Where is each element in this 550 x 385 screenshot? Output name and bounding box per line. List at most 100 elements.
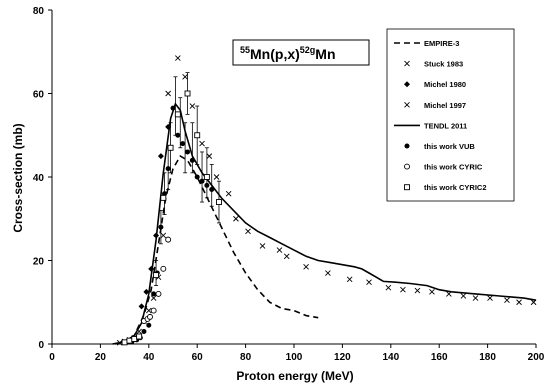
series-layer	[112, 55, 537, 346]
series-this-work-vub-point-shape	[165, 166, 171, 172]
series-this-work-vub-point-shape	[146, 322, 152, 328]
series-this-work-cyric2-point-shape	[126, 337, 133, 344]
series-stuck-1983-point	[283, 253, 290, 260]
x-axis-label: Proton energy (MeV)	[236, 369, 353, 383]
series-michel-1980-point	[138, 303, 145, 310]
y-tick-label: 60	[33, 90, 45, 101]
series-this-work-cyric2-point-shape	[136, 333, 143, 340]
x-tick-label: 80	[240, 352, 252, 363]
series-stuck-1983-point-stroke	[165, 90, 171, 97]
series-stuck-1983-point-stroke	[283, 253, 290, 260]
series-michel-1997-point-stroke	[136, 328, 142, 335]
series-this-work-cyric-point	[155, 290, 162, 297]
series-stuck-1983-point-stroke	[225, 190, 232, 197]
series-this-work-cyric-point	[150, 307, 157, 314]
series-this-work-vub-point	[158, 224, 164, 230]
series-this-work-cyric2-point	[153, 272, 160, 279]
series-this-work-cyric2-point-shape	[160, 194, 167, 201]
legend-michel-1997-label: Michel 1997	[424, 101, 466, 110]
series-this-work-cyric2-point	[174, 111, 181, 118]
series-stuck-1983-point	[429, 288, 435, 295]
series-this-work-vub-point-shape	[180, 141, 186, 147]
series-this-work-cyric2-point	[121, 339, 128, 346]
series-michel-1997-point-stroke	[160, 232, 167, 239]
series-this-work-cyric-point	[165, 236, 172, 243]
series-michel-1980-point-shape	[157, 153, 164, 160]
legend-this-work-cyric-swatch-shape	[404, 163, 410, 170]
series-this-work-vub-point	[146, 322, 152, 328]
series-stuck-1983-point	[245, 228, 251, 235]
series-this-work-vub-point-shape	[204, 182, 210, 188]
series-this-work-cyric-point-shape	[160, 265, 167, 272]
series-stuck-1983-point	[385, 284, 392, 291]
series-stuck-1983-point-stroke	[429, 288, 435, 295]
series-this-work-cyric2-point	[131, 336, 138, 342]
legend-this-work-vub-label: this work VUB	[424, 142, 475, 151]
series-stuck-1983-point	[189, 103, 196, 109]
series-stuck-1983-point-stroke	[460, 293, 467, 299]
legend-stuck-1983-swatch-stroke	[404, 60, 410, 67]
series-this-work-cyric2-point	[216, 199, 222, 206]
series-this-work-vub-point	[209, 187, 215, 193]
series-stuck-1983-point	[213, 174, 220, 180]
series-michel-1980-point-shape	[143, 288, 150, 295]
x-tick-label: 40	[143, 352, 155, 363]
series-this-work-cyric2-point	[167, 144, 174, 151]
reaction-label-c: 52g	[300, 45, 316, 55]
series-stuck-1983-point	[303, 263, 309, 270]
series-stuck-1983-point	[346, 276, 353, 283]
series-stuck-1983-point	[414, 287, 421, 294]
legend-michel-1980-swatch-shape	[404, 81, 410, 88]
series-stuck-1983-point-stroke	[206, 153, 213, 159]
series-this-work-cyric2-point	[194, 132, 201, 139]
series-this-work-vub-point	[189, 157, 195, 163]
series-stuck-1983-point	[165, 90, 171, 97]
legend-this-work-cyric-label: this work CYRIC	[424, 163, 483, 172]
series-stuck-1983-point-stroke	[213, 174, 220, 180]
reaction-label: 55Mn(p,x)52gMn	[240, 45, 336, 62]
y-tick-label: 20	[33, 257, 45, 268]
legend-this-work-vub-swatch	[404, 143, 410, 149]
y-tick-label: 80	[33, 6, 45, 17]
series-this-work-cyric2-point	[126, 337, 133, 344]
legend-this-work-cyric2-label: this work CYRIC2	[424, 183, 487, 192]
legend-stuck-1983-label: Stuck 1983	[424, 60, 463, 69]
legend-this-work-vub-swatch-shape	[404, 143, 410, 149]
series-this-work-vub-point-shape	[141, 328, 147, 334]
legend-this-work-cyric-swatch	[404, 163, 410, 170]
series-michel-1980-point	[157, 153, 164, 160]
series-stuck-1983-point	[233, 215, 239, 222]
reaction-label-d: Mn	[315, 46, 335, 62]
series-this-work-vub-point	[199, 178, 205, 184]
legend-empire-3-label: EMPIRE-3	[424, 39, 459, 48]
axes: 0 20 40 60 80 100 120 140 160 180 200 0 20 40 60 80	[33, 6, 545, 363]
series-this-work-vub-point	[185, 149, 191, 155]
series-stuck-1983-point-stroke	[366, 279, 372, 286]
series-stuck-1983-point	[366, 279, 372, 286]
series-this-work-cyric2-point	[160, 194, 167, 201]
series-this-work-vub-point-shape	[185, 149, 191, 155]
series-this-work-cyric-point-shape	[155, 290, 162, 297]
series-this-work-cyric-point-shape	[147, 313, 153, 320]
series-stuck-1983-point-stroke	[487, 295, 493, 301]
series-stuck-1983-point	[225, 190, 232, 197]
x-tick-label: 120	[334, 352, 351, 363]
legend-michel-1980-label: Michel 1980	[424, 80, 466, 89]
legend-box	[386, 28, 515, 202]
legend-this-work-cyric2-swatch-shape	[404, 184, 410, 191]
legend-michel-1997-swatch-stroke	[404, 101, 410, 108]
series-stuck-1983-point	[487, 295, 493, 301]
legend-stuck-1983-swatch	[404, 60, 410, 67]
series-michel-1997-point	[150, 295, 157, 301]
series-this-work-cyric2-point-shape	[216, 199, 222, 206]
series-stuck-1983-point	[276, 247, 283, 253]
x-tick-label: 100	[286, 352, 303, 363]
series-stuck-1983-point-stroke	[182, 73, 188, 80]
series-stuck-1983-point	[460, 293, 467, 299]
series-this-work-cyric2-point-shape	[131, 336, 138, 342]
series-stuck-1983-point	[259, 243, 266, 249]
series-michel-1997-point-stroke	[150, 295, 157, 301]
series-this-work-vub-point	[175, 132, 181, 138]
series-this-work-cyric2-point-shape	[194, 132, 201, 139]
